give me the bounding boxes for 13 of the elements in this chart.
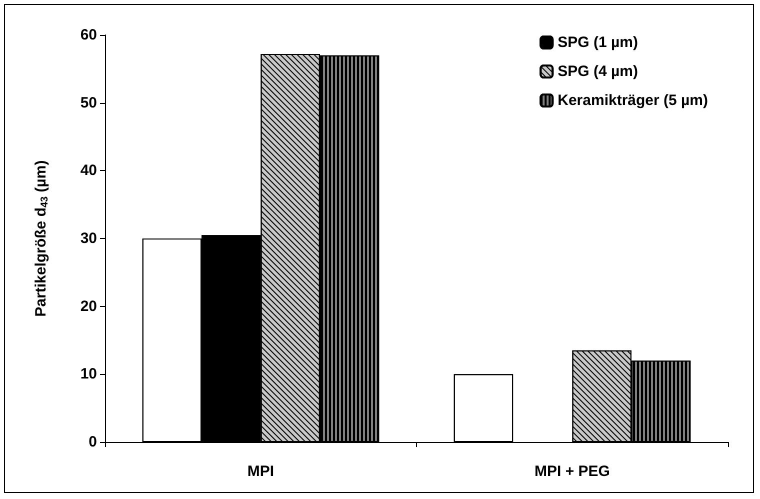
legend-label: Keramikträger (5 µm)	[558, 92, 708, 109]
y-tick-label: 50	[80, 94, 97, 112]
y-tick-label: 40	[80, 162, 97, 180]
y-tick-label: 60	[80, 26, 97, 44]
y-tick-label: 10	[80, 366, 97, 383]
y-tick-label: 20	[80, 298, 97, 315]
y-axis-title: Partikelgröße d43 (µm)	[32, 160, 50, 317]
y-tick-label: 30	[80, 230, 97, 247]
x-tick-label: MPI	[247, 463, 274, 480]
y-tick-label: 0	[88, 434, 97, 450]
x-tick-label: MPI + PEG	[534, 463, 610, 480]
legend-label: SPG (1 µm)	[558, 34, 638, 51]
legend-label: SPG (4 µm)	[558, 63, 638, 80]
